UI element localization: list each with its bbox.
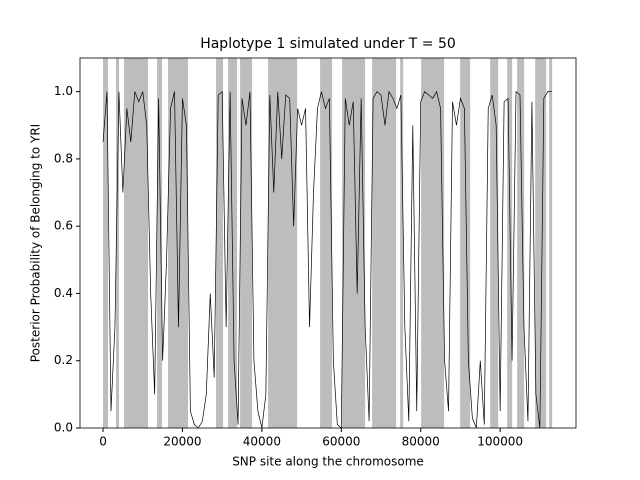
y-tick-label: 1.0 [54, 84, 73, 98]
shaded-region [460, 58, 471, 428]
shaded-region [216, 58, 224, 428]
data-line [102, 90, 552, 429]
y-tick-label: 0.6 [54, 219, 73, 233]
y-tick-label: 0.4 [54, 286, 73, 300]
shaded-region [168, 58, 189, 428]
x-tick-label: 20000 [163, 435, 201, 449]
x-tick-label: 60000 [322, 435, 360, 449]
y-tick-label: 0.0 [54, 421, 73, 435]
plot-frame [79, 57, 577, 429]
chart-title: Haplotype 1 simulated under T = 50 [200, 36, 456, 52]
shaded-region [535, 58, 547, 428]
shaded-region [342, 58, 366, 428]
shaded-region [490, 58, 499, 428]
shaded-region [517, 58, 525, 428]
x-tick-label: 100000 [477, 435, 523, 449]
shaded-region [116, 58, 120, 428]
shaded-region [320, 58, 333, 428]
y-tick-label: 0.8 [54, 151, 73, 165]
x-axis-label: SNP site along the chromosome [232, 455, 424, 469]
shaded-region [400, 58, 404, 428]
shaded-region [549, 58, 553, 428]
x-tick-label: 0 [99, 435, 107, 449]
shaded-region [157, 58, 163, 428]
shaded-region [372, 58, 397, 428]
shaded-region [268, 58, 298, 428]
y-tick-label: 0.2 [54, 353, 73, 367]
y-axis-label: Posterior Probability of Belonging to YR… [29, 124, 43, 362]
x-tick-label: 80000 [402, 435, 440, 449]
shaded-region [240, 58, 253, 428]
shaded-region [103, 58, 109, 428]
x-tick-label: 40000 [243, 435, 281, 449]
shaded-region [507, 58, 513, 428]
shaded-region [421, 58, 445, 428]
